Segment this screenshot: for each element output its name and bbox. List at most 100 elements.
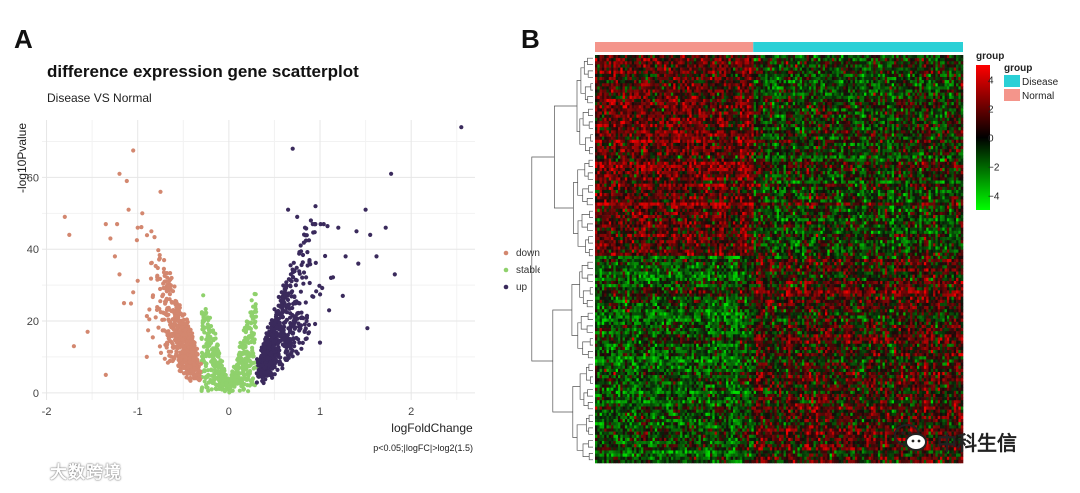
heatmap-cell: [737, 89, 741, 93]
heatmap-cell: [604, 114, 607, 119]
heatmap-cell: [749, 55, 752, 59]
heatmap-cell: [758, 58, 761, 62]
heatmap-cell: [654, 102, 658, 106]
heatmap-cell: [818, 98, 821, 103]
heatmap-cell: [841, 95, 844, 100]
heatmap-cell: [818, 86, 821, 90]
heatmap-cell: [834, 92, 837, 97]
heatmap-cell: [645, 70, 649, 75]
heatmap-cell: [647, 89, 651, 93]
heatmap-cell: [638, 73, 642, 78]
heatmap-cell: [912, 55, 915, 59]
heatmap-cell: [723, 108, 727, 112]
heatmap-cell: [912, 89, 915, 93]
heatmap-cell: [638, 95, 642, 100]
heatmap-cell: [774, 98, 777, 103]
heatmap-cell: [820, 105, 823, 109]
heatmap-cell: [873, 80, 876, 84]
heatmap-cell: [951, 67, 955, 71]
heatmap-cell: [802, 108, 805, 112]
heatmap-cell: [762, 73, 766, 78]
heatmap-cell: [719, 102, 722, 106]
heatmap-cell: [719, 58, 722, 62]
heatmap-cell: [751, 86, 754, 90]
heatmap-cell: [912, 80, 915, 84]
heatmap-cell: [827, 86, 830, 90]
heatmap-cell: [643, 98, 646, 103]
heatmap-cell: [930, 83, 934, 87]
heatmap-cell: [903, 76, 906, 81]
heatmap-cell: [700, 64, 704, 68]
heatmap-cell: [822, 105, 826, 109]
heatmap-cell: [659, 114, 662, 119]
heatmap-cell: [776, 95, 780, 100]
heatmap-cell: [767, 70, 771, 75]
heatmap-cell: [716, 108, 720, 112]
heatmap-cell: [657, 89, 660, 93]
heatmap-cell: [926, 80, 929, 84]
heatmap-cell: [634, 92, 637, 97]
heatmap-cell: [698, 111, 702, 115]
heatmap-cell: [960, 80, 964, 84]
heatmap-cell: [808, 108, 812, 112]
heatmap-cell: [804, 105, 807, 109]
heatmap-cell: [917, 67, 920, 71]
heatmap-cell: [687, 102, 690, 106]
heatmap-cell: [696, 102, 699, 106]
heatmap-cell: [910, 98, 913, 103]
heatmap-cell: [953, 80, 957, 84]
heatmap-cell: [673, 102, 676, 106]
heatmap-cell: [772, 92, 775, 97]
heatmap-cell: [861, 92, 865, 97]
heatmap-cell: [949, 83, 952, 87]
heatmap-cell: [795, 95, 798, 100]
heatmap-cell: [675, 98, 679, 103]
heatmap-cell: [661, 102, 665, 106]
heatmap-cell: [712, 108, 715, 112]
heatmap-cell: [815, 102, 819, 106]
heatmap-cell: [661, 114, 665, 119]
heatmap-cell: [907, 67, 911, 71]
heatmap-cell: [684, 58, 688, 62]
heatmap-cell: [611, 83, 614, 87]
heatmap-cell: [716, 105, 720, 109]
heatmap-cell: [661, 83, 665, 87]
heatmap-cell: [744, 55, 748, 59]
heatmap-cell: [900, 76, 904, 81]
heatmap-cell: [928, 70, 932, 75]
heatmap-cell: [949, 64, 952, 68]
heatmap-cell: [926, 98, 929, 103]
heatmap-cell: [781, 86, 784, 90]
heatmap-cell: [652, 83, 656, 87]
heatmap-cell: [673, 76, 676, 81]
heatmap-cell: [799, 64, 803, 68]
heatmap-cell: [825, 58, 828, 62]
heatmap-cell: [799, 61, 803, 65]
heatmap-cell: [781, 58, 784, 62]
heatmap-cell: [896, 102, 899, 106]
heatmap-cell: [760, 61, 764, 65]
annotation-segment-normal: [595, 42, 754, 52]
heatmap-cell: [921, 70, 925, 75]
heatmap-cell: [831, 83, 835, 87]
heatmap-cell: [928, 83, 932, 87]
heatmap-cell: [769, 83, 773, 87]
heatmap-cell: [831, 108, 835, 112]
heatmap-cell: [696, 80, 699, 84]
heatmap-cell: [845, 102, 849, 106]
heatmap-cell: [958, 76, 961, 81]
heatmap-cell: [627, 67, 630, 71]
heatmap-cell: [719, 67, 722, 71]
heatmap-cell: [868, 64, 872, 68]
heatmap-cell: [668, 76, 672, 81]
heatmap-cell: [813, 76, 817, 81]
heatmap-cell: [716, 86, 720, 90]
heatmap-cell: [859, 92, 863, 97]
heatmap-cell: [627, 76, 630, 81]
heatmap-cell: [889, 58, 892, 62]
heatmap-cell: [896, 83, 899, 87]
heatmap-cell: [845, 70, 849, 75]
heatmap-cell: [670, 114, 674, 119]
heatmap-cell: [647, 58, 651, 62]
heatmap-cell: [951, 92, 955, 97]
